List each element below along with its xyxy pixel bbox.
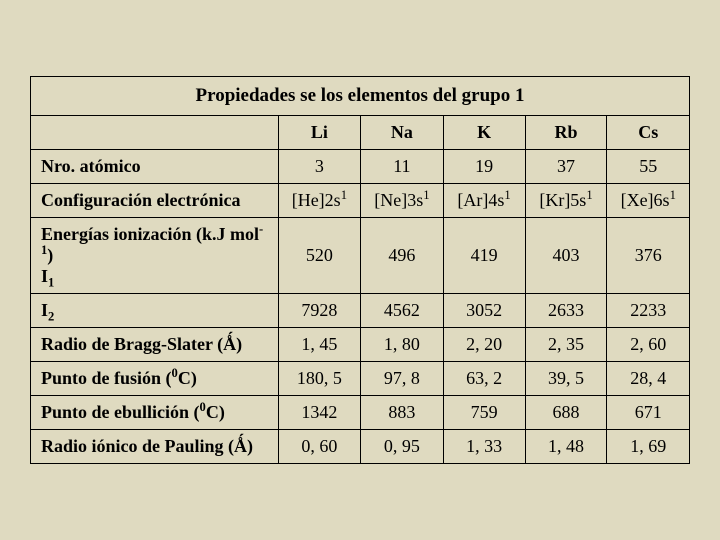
cell-value: 520 (278, 218, 361, 294)
cell-value: 2, 20 (443, 328, 525, 362)
cell-value: 496 (361, 218, 444, 294)
cell-value: 2633 (525, 294, 607, 328)
cell-value: 2, 60 (607, 328, 690, 362)
cell-value: 7928 (278, 294, 361, 328)
cell-value: 2233 (607, 294, 690, 328)
table-row: Punto de ebullición (0C)1342883759688671 (31, 396, 690, 430)
cell-value: 1, 45 (278, 328, 361, 362)
table-row: Radio de Bragg-Slater (Ǻ)1, 451, 802, 20… (31, 328, 690, 362)
cell-value: 883 (361, 396, 444, 430)
row-label: Punto de fusión (0C) (31, 362, 279, 396)
header-blank (31, 116, 279, 150)
cell-value: 0, 60 (278, 430, 361, 464)
cell-value: 1, 69 (607, 430, 690, 464)
element-header-li: Li (278, 116, 361, 150)
element-header-k: K (443, 116, 525, 150)
cell-value: 37 (525, 150, 607, 184)
cell-value: [He]2s1 (278, 184, 361, 218)
cell-value: 403 (525, 218, 607, 294)
row-label: Radio de Bragg-Slater (Ǻ) (31, 328, 279, 362)
cell-value: 28, 4 (607, 362, 690, 396)
cell-value: 4562 (361, 294, 444, 328)
cell-value: 11 (361, 150, 444, 184)
cell-value: 39, 5 (525, 362, 607, 396)
cell-value: [Ne]3s1 (361, 184, 444, 218)
cell-value: 759 (443, 396, 525, 430)
table-row: Energías ionización (k.J mol-1)I15204964… (31, 218, 690, 294)
row-label: Punto de ebullición (0C) (31, 396, 279, 430)
element-header-cs: Cs (607, 116, 690, 150)
cell-value: 97, 8 (361, 362, 444, 396)
cell-value: 1342 (278, 396, 361, 430)
cell-value: 3052 (443, 294, 525, 328)
table-title: Propiedades se los elementos del grupo 1 (31, 77, 690, 116)
table-row: Radio iónico de Pauling (Ǻ)0, 600, 951, … (31, 430, 690, 464)
cell-value: 671 (607, 396, 690, 430)
cell-value: 63, 2 (443, 362, 525, 396)
cell-value: 19 (443, 150, 525, 184)
cell-value: 2, 35 (525, 328, 607, 362)
cell-value: 180, 5 (278, 362, 361, 396)
row-label: Nro. atómico (31, 150, 279, 184)
cell-value: [Ar]4s1 (443, 184, 525, 218)
cell-value: 1, 80 (361, 328, 444, 362)
cell-value: 1, 48 (525, 430, 607, 464)
element-header-row: LiNaKRbCs (31, 116, 690, 150)
cell-value: [Kr]5s1 (525, 184, 607, 218)
row-label: I2 (31, 294, 279, 328)
cell-value: 3 (278, 150, 361, 184)
row-label: Energías ionización (k.J mol-1)I1 (31, 218, 279, 294)
cell-value: 0, 95 (361, 430, 444, 464)
element-header-rb: Rb (525, 116, 607, 150)
properties-table-container: Propiedades se los elementos del grupo 1… (30, 76, 690, 464)
cell-value: 419 (443, 218, 525, 294)
cell-value: 55 (607, 150, 690, 184)
properties-table: Propiedades se los elementos del grupo 1… (30, 76, 690, 464)
row-label: Configuración electrónica (31, 184, 279, 218)
table-row: Nro. atómico311193755 (31, 150, 690, 184)
cell-value: [Xe]6s1 (607, 184, 690, 218)
cell-value: 1, 33 (443, 430, 525, 464)
row-label: Radio iónico de Pauling (Ǻ) (31, 430, 279, 464)
table-row: Punto de fusión (0C)180, 597, 863, 239, … (31, 362, 690, 396)
table-row: I279284562305226332233 (31, 294, 690, 328)
cell-value: 376 (607, 218, 690, 294)
title-row: Propiedades se los elementos del grupo 1 (31, 77, 690, 116)
element-header-na: Na (361, 116, 444, 150)
table-row: Configuración electrónica[He]2s1[Ne]3s1[… (31, 184, 690, 218)
cell-value: 688 (525, 396, 607, 430)
